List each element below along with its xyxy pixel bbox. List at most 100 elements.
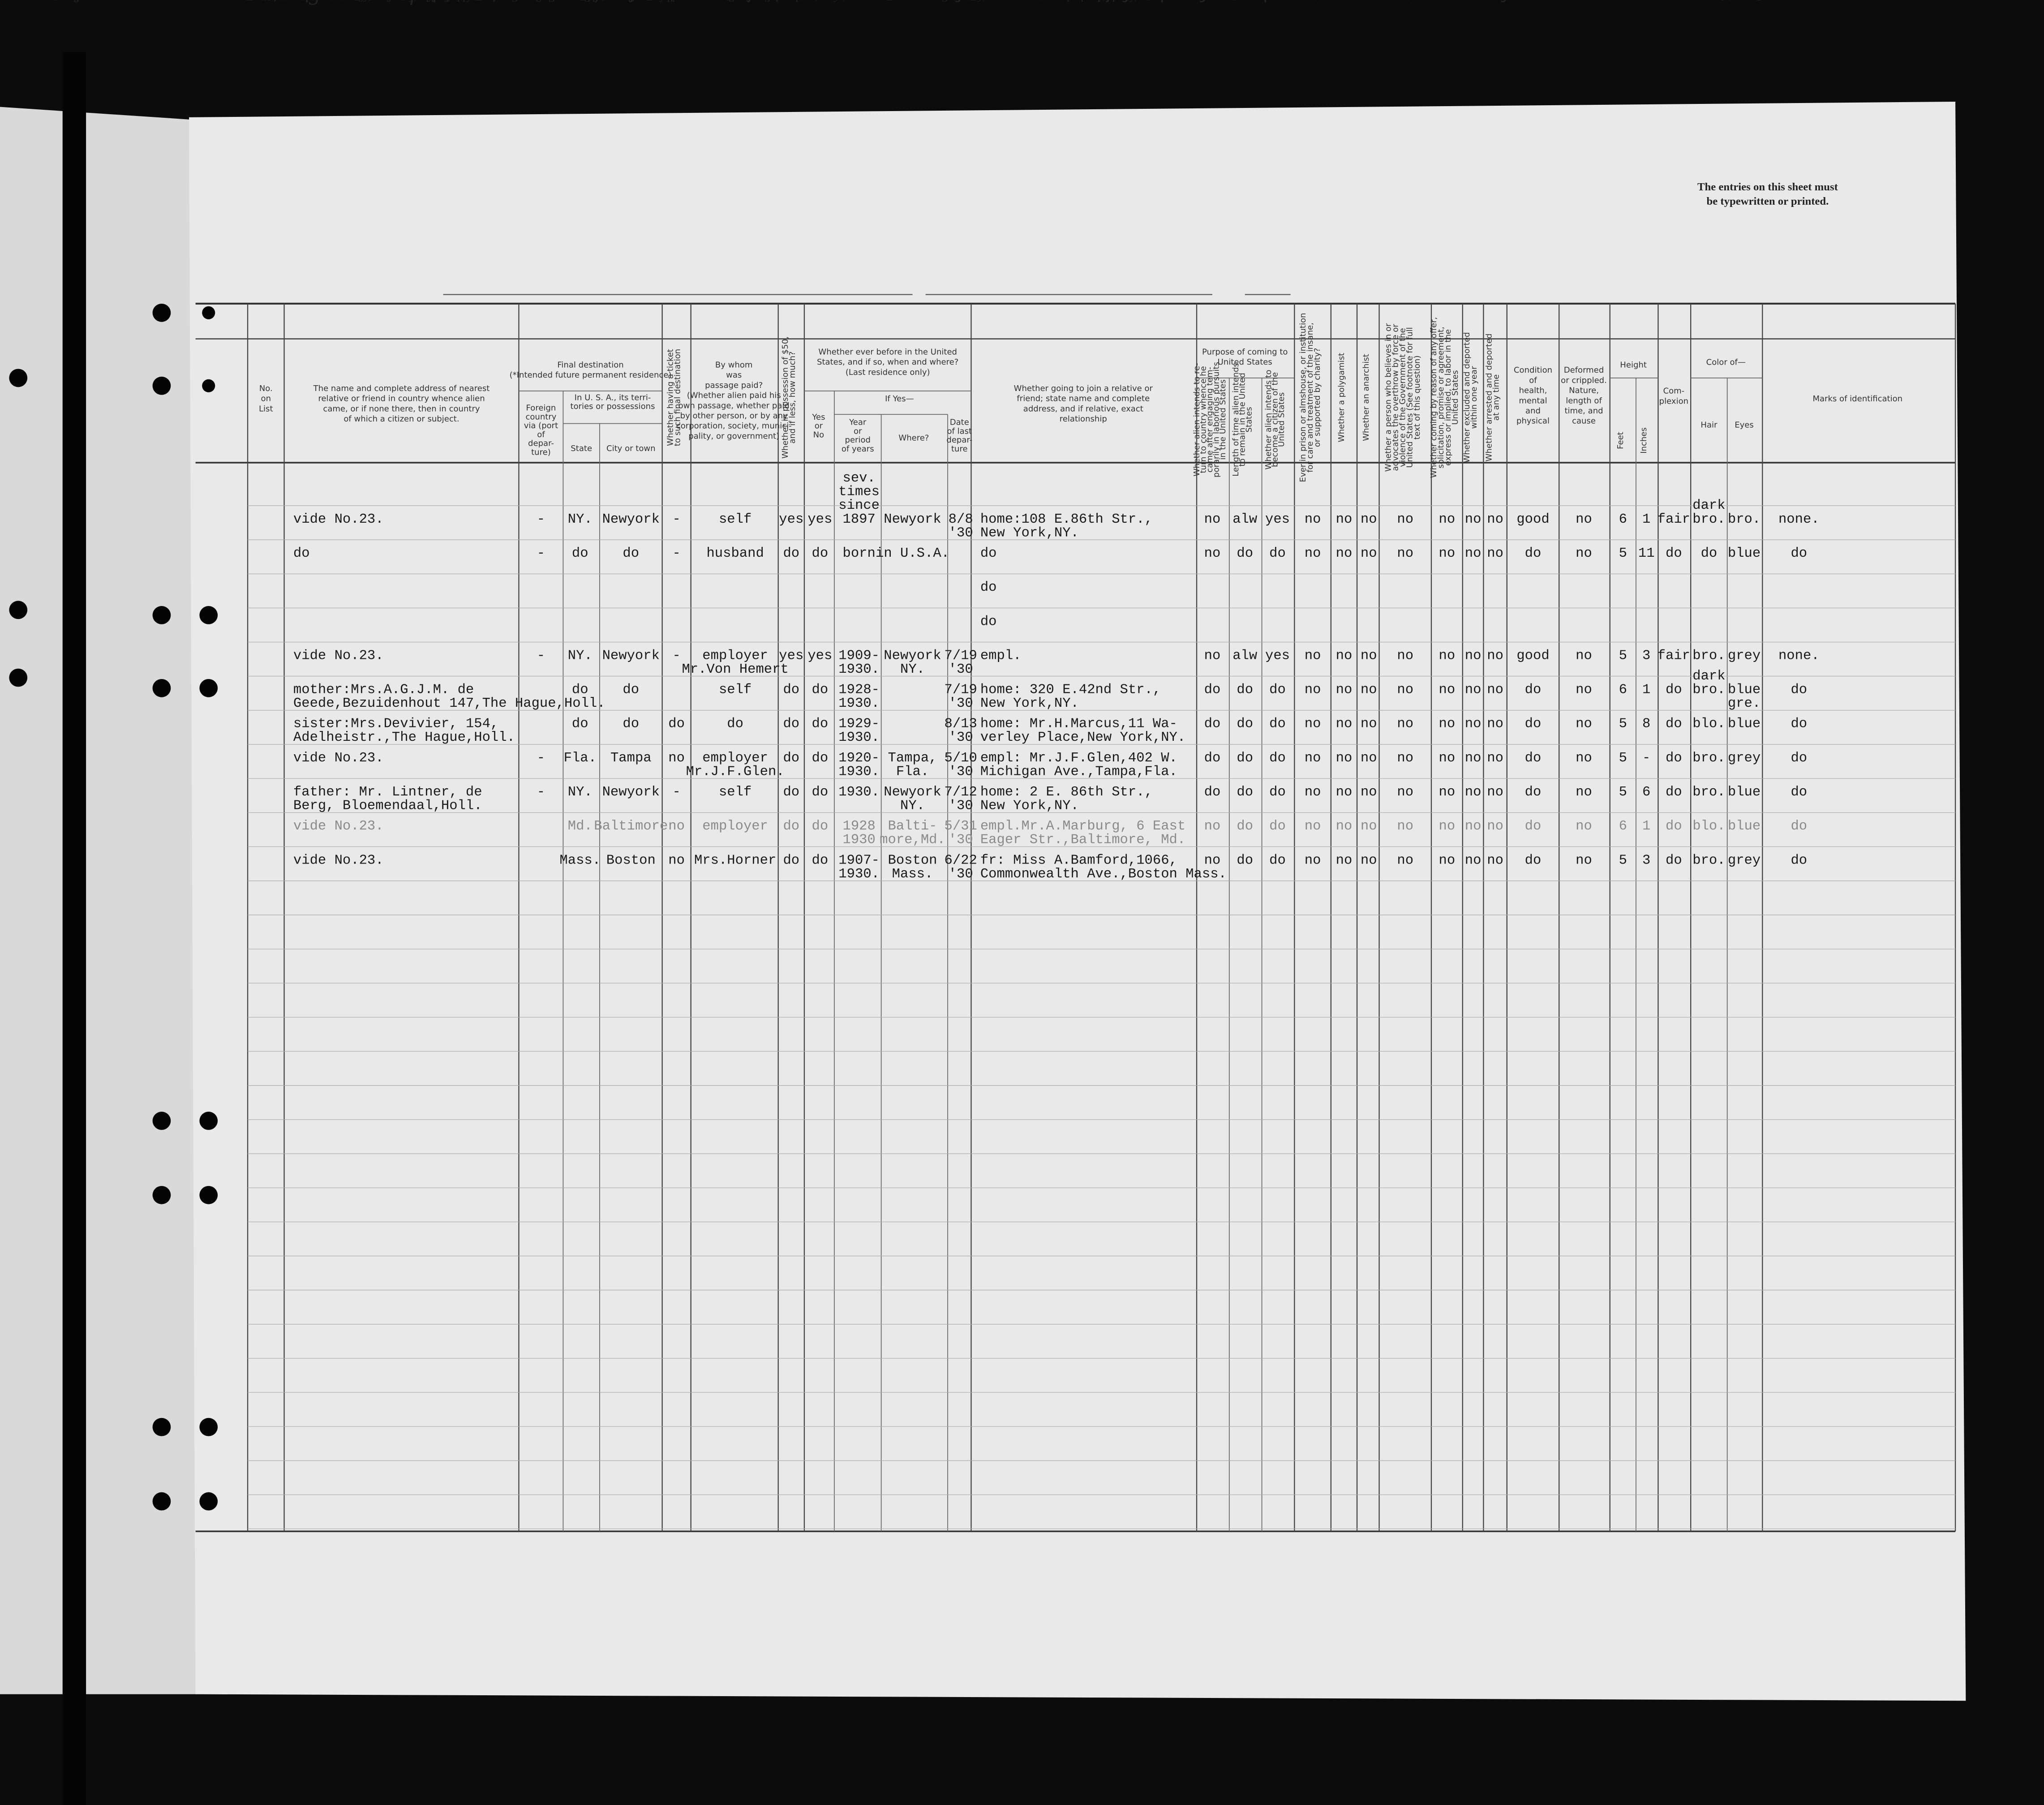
- cell: Newyork: [884, 785, 941, 800]
- column-header: friend; state name and complete: [1017, 394, 1150, 404]
- cell: no: [1465, 546, 1481, 561]
- cell: no: [1336, 683, 1353, 698]
- main-page: [189, 101, 1966, 1701]
- column-header: cause: [1572, 417, 1596, 426]
- column-number: 19: [670, 0, 683, 3]
- cell: Newyork: [602, 785, 660, 800]
- sub-header: Hair: [1700, 420, 1718, 430]
- column-header: Color of—: [1706, 358, 1746, 367]
- cell: do: [1269, 785, 1286, 800]
- row-number: 4: [262, 0, 270, 3]
- cell: 1897: [842, 512, 875, 527]
- cell: do: [1204, 717, 1221, 732]
- sub-header: Year: [849, 418, 867, 427]
- column-header: States, and if so, when and where?: [817, 357, 958, 367]
- cell: Mr.J.F.Glen.: [686, 764, 785, 779]
- relative-address: do: [293, 546, 310, 561]
- relative-address: vide No.23.: [293, 512, 384, 527]
- column-header: length of: [1566, 396, 1602, 405]
- list-label: List: [1705, 0, 1733, 4]
- row-number: 2: [262, 0, 270, 3]
- cell: do: [1791, 819, 1807, 834]
- sub-header: Eyes: [1735, 420, 1754, 430]
- cell: no: [1204, 853, 1221, 868]
- row-number: 22: [259, 0, 273, 3]
- port: New York, N.Y.: [528, 0, 643, 4]
- cell: -: [537, 785, 545, 800]
- cell: do: [623, 683, 639, 698]
- cell: do: [783, 819, 799, 834]
- cell: 1930.: [838, 785, 880, 800]
- relative-address: Berg, Bloemendaal,Holl.: [293, 799, 482, 814]
- cell: 3: [1642, 853, 1650, 868]
- sub-header: turn to country whence he: [1198, 366, 1208, 473]
- cell: no: [1576, 546, 1592, 561]
- relative-address: vide No.23.: [293, 819, 384, 834]
- column-header: address, and if relative, exact: [1023, 404, 1143, 413]
- cell: do: [812, 546, 829, 561]
- cell: -: [672, 648, 680, 663]
- column-header: (Whether alien paid his: [687, 391, 781, 400]
- joining-address: empl: Mr.J.F.Glen,402 W.: [980, 751, 1177, 766]
- cell: 1: [1642, 819, 1650, 834]
- column-header: corporation, society, munici-: [676, 421, 792, 431]
- cell: do: [1701, 546, 1718, 561]
- cell: do: [1237, 819, 1253, 834]
- cell: bro.: [1692, 512, 1725, 527]
- column-header: within one year: [1469, 366, 1479, 429]
- cell: NY.: [568, 512, 593, 527]
- cell: Fla.: [564, 751, 597, 766]
- column-header: Condition: [1514, 365, 1552, 375]
- cell: yes: [1265, 512, 1290, 527]
- column-header: Whether excluded and deported: [1462, 332, 1472, 463]
- cell: no: [1361, 785, 1377, 800]
- joining-address: verley Place,New York,NY.: [980, 730, 1185, 745]
- column-header: to such final destination: [673, 349, 683, 446]
- cell: '30: [949, 799, 973, 814]
- relative-address: vide No.23.: [293, 648, 384, 663]
- cell: '30: [949, 525, 973, 541]
- relative-address: sister:Mrs.Devivier, 154,: [293, 717, 498, 732]
- cell: 6: [1619, 819, 1627, 834]
- binding: [62, 52, 86, 1805]
- cell: no: [1439, 819, 1456, 834]
- cell: no: [1361, 717, 1377, 732]
- cell: Mr.Von Hemert: [682, 662, 788, 677]
- cell: employer: [702, 648, 768, 663]
- cell: blue: [1728, 785, 1761, 800]
- joining-address: do: [980, 546, 997, 561]
- column-header: Whether a person who believes in or: [1384, 323, 1393, 472]
- column-header: Final destination: [557, 361, 623, 370]
- cell: no: [1487, 751, 1503, 766]
- cell: no: [1439, 785, 1456, 800]
- column-header: Ever in prison or almshouse, or institut…: [1298, 313, 1308, 482]
- cell: no: [1305, 819, 1321, 834]
- cell: no: [668, 819, 685, 834]
- column-header: violence of the Government of the: [1398, 328, 1408, 467]
- cell: no: [1361, 819, 1377, 834]
- row-number: 20: [259, 0, 273, 3]
- sub-header: No: [813, 430, 824, 440]
- cell: '30: [949, 764, 973, 779]
- cell: yes: [807, 648, 832, 663]
- column-number: 31: [1489, 0, 1502, 3]
- cell: do: [1791, 546, 1807, 561]
- row-number: 7: [262, 0, 270, 3]
- row-number: 13: [259, 0, 273, 3]
- cell: no: [1465, 785, 1481, 800]
- cell: blue: [1728, 683, 1761, 698]
- cell: no: [1305, 751, 1321, 766]
- cell: do: [1791, 853, 1807, 868]
- cell: no: [668, 751, 685, 766]
- column-header: of which a citizen or subject.: [344, 414, 459, 424]
- column-header: United States: [1451, 370, 1460, 425]
- sub-header: State: [571, 444, 592, 453]
- cell: no: [1397, 648, 1413, 663]
- joining-address: Eager Str.,Baltimore, Md.: [980, 833, 1185, 848]
- cell: 8/8: [949, 512, 973, 527]
- cell: grey: [1728, 648, 1761, 663]
- sub-header: of years: [842, 444, 874, 454]
- cell: do: [783, 785, 799, 800]
- list-number: 6: [1749, 0, 1770, 9]
- cell: do: [1791, 785, 1807, 800]
